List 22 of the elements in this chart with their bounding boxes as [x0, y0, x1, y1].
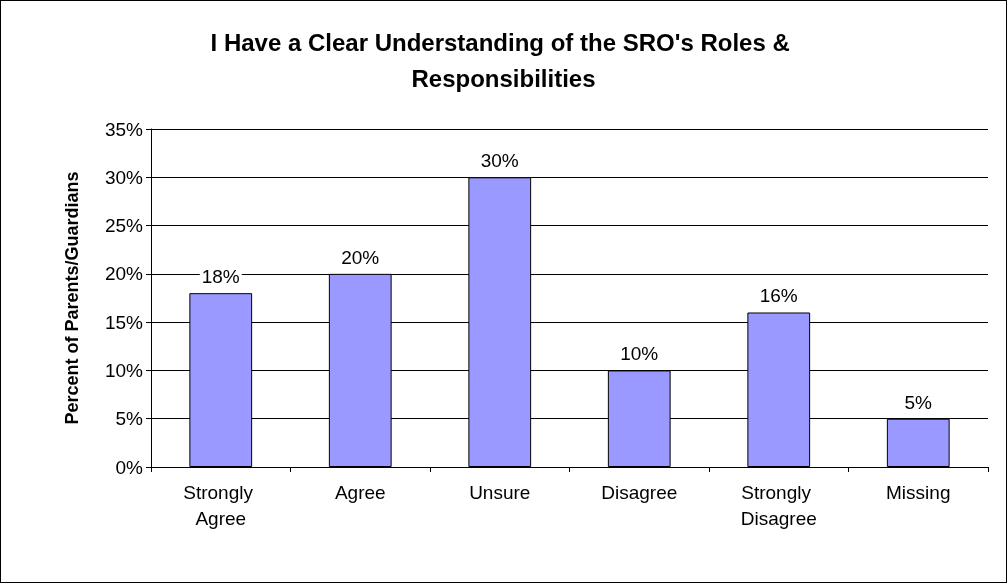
data-label: 20% [341, 246, 380, 268]
y-tick-label: 35% [104, 118, 144, 140]
x-tick-label: Disagree [601, 481, 678, 503]
y-tick-label: 5% [115, 408, 144, 430]
data-label: 30% [480, 150, 519, 172]
y-tick-label: 25% [104, 215, 144, 237]
y-tick-label: 30% [104, 166, 144, 188]
y-tick-label: 10% [104, 359, 144, 381]
y-tick-label: 0% [115, 456, 144, 478]
x-tick-label: Missing [886, 481, 951, 503]
data-label: 10% [620, 343, 659, 365]
y-tick-label: 20% [104, 263, 144, 285]
data-label: 16% [759, 285, 798, 307]
y-tick-label: 15% [104, 311, 144, 333]
data-label: 18% [201, 266, 240, 288]
x-tick-label: Agree [334, 481, 386, 503]
data-label: 5% [904, 391, 933, 413]
x-tick-label: Unsure [469, 481, 531, 503]
y-axis-title: Percent of Parents/Guardians [62, 171, 82, 425]
chart-title: I Have a Clear Understanding of the SRO's Roles & Responsibilities [210, 28, 797, 92]
x-tick-label: Strongly Agree [183, 481, 259, 529]
x-tick-label: Strongly Disagree [740, 481, 817, 529]
